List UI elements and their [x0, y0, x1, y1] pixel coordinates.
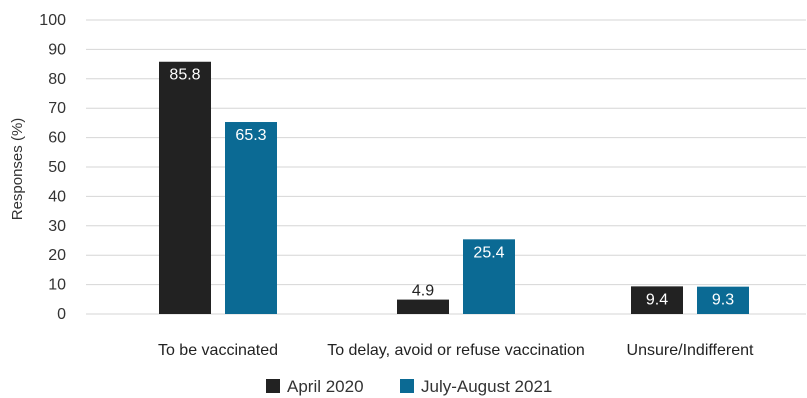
- bar: [397, 300, 449, 314]
- y-tick-label: 50: [48, 159, 66, 176]
- y-tick-label: 40: [48, 188, 66, 205]
- y-tick-label: 0: [57, 306, 66, 323]
- y-tick-label: 100: [39, 12, 66, 29]
- data-label: 9.3: [712, 292, 734, 309]
- x-category-label: To delay, avoid or refuse vaccination: [327, 342, 585, 359]
- y-tick-label: 10: [48, 277, 66, 294]
- y-tick-label: 30: [48, 218, 66, 235]
- data-label: 4.9: [412, 283, 434, 300]
- y-tick-label: 80: [48, 71, 66, 88]
- y-tick-label: 70: [48, 100, 66, 117]
- bars: [159, 62, 749, 314]
- data-label: 85.8: [169, 67, 200, 84]
- x-category-label: To be vaccinated: [158, 342, 278, 359]
- legend-swatch: [400, 379, 414, 393]
- bar: [225, 122, 277, 314]
- x-axis-categories: To be vaccinated To delay, avoid or refus…: [158, 342, 754, 359]
- data-label: 9.4: [646, 291, 668, 308]
- y-axis-label: Responses (%): [9, 118, 26, 221]
- legend: April 2020 July-August 2021: [266, 377, 552, 396]
- y-tick-label: 60: [48, 130, 66, 147]
- legend-label: July-August 2021: [421, 377, 552, 396]
- x-category-label: Unsure/Indifferent: [627, 342, 754, 359]
- bar: [159, 62, 211, 314]
- y-tick-label: 20: [48, 247, 66, 264]
- legend-swatch: [266, 379, 280, 393]
- y-tick-label: 90: [48, 41, 66, 58]
- legend-label: April 2020: [287, 377, 364, 396]
- data-label: 25.4: [473, 244, 504, 261]
- y-axis-ticks: 0 10 20 30 40 50 60 70 80 90 100: [39, 12, 66, 323]
- data-label: 65.3: [235, 127, 266, 144]
